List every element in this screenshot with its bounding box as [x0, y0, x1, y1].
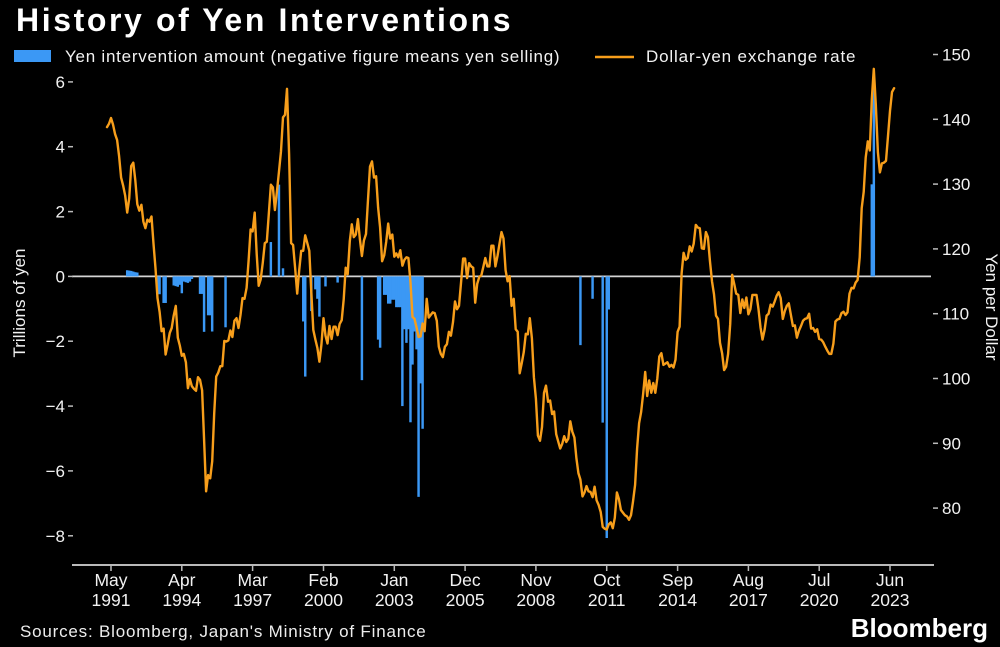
svg-text:120: 120 — [942, 240, 970, 259]
svg-text:2014: 2014 — [658, 590, 697, 610]
svg-text:1997: 1997 — [233, 590, 272, 610]
svg-text:−6: −6 — [46, 462, 65, 481]
svg-text:Bloomberg: Bloomberg — [851, 613, 988, 643]
svg-text:−8: −8 — [46, 527, 65, 546]
svg-text:2008: 2008 — [516, 590, 555, 610]
svg-text:2005: 2005 — [446, 590, 485, 610]
svg-text:Jan: Jan — [380, 570, 408, 590]
svg-text:Jun: Jun — [876, 570, 904, 590]
svg-text:Oct: Oct — [593, 570, 620, 590]
svg-text:2011: 2011 — [588, 590, 626, 610]
svg-text:4: 4 — [56, 138, 65, 157]
svg-text:1994: 1994 — [162, 590, 201, 610]
svg-text:150: 150 — [942, 46, 970, 65]
svg-text:Apr: Apr — [168, 570, 195, 590]
svg-text:Sep: Sep — [662, 570, 693, 590]
svg-text:Yen per Dollar: Yen per Dollar — [982, 253, 1000, 360]
svg-text:2: 2 — [56, 203, 65, 222]
svg-text:Trillions of yen: Trillions of yen — [10, 249, 29, 358]
svg-text:Dollar-yen exchange rate: Dollar-yen exchange rate — [646, 47, 856, 66]
svg-text:2003: 2003 — [375, 590, 414, 610]
svg-text:130: 130 — [942, 175, 970, 194]
svg-text:History of Yen Interventions: History of Yen Interventions — [16, 2, 513, 38]
svg-text:Jul: Jul — [808, 570, 830, 590]
svg-text:6: 6 — [56, 73, 65, 92]
svg-text:110: 110 — [942, 305, 969, 324]
svg-text:Feb: Feb — [308, 570, 338, 590]
svg-text:1991: 1991 — [92, 590, 131, 610]
svg-text:−2: −2 — [46, 332, 65, 351]
svg-text:Sources: Bloomberg, Japan's Mi: Sources: Bloomberg, Japan's Ministry of … — [20, 622, 427, 641]
svg-text:0: 0 — [56, 267, 65, 286]
svg-text:100: 100 — [942, 370, 970, 389]
svg-text:2020: 2020 — [800, 590, 839, 610]
svg-text:2023: 2023 — [871, 590, 910, 610]
svg-text:90: 90 — [942, 434, 961, 453]
svg-text:Aug: Aug — [733, 570, 764, 590]
svg-text:May: May — [94, 570, 127, 590]
svg-text:2017: 2017 — [729, 590, 768, 610]
svg-text:Yen intervention amount (negat: Yen intervention amount (negative figure… — [65, 47, 560, 66]
svg-text:2000: 2000 — [304, 590, 343, 610]
svg-text:−4: −4 — [46, 397, 65, 416]
svg-text:140: 140 — [942, 110, 970, 129]
svg-text:Mar: Mar — [238, 570, 268, 590]
svg-text:Dec: Dec — [450, 570, 481, 590]
svg-text:Nov: Nov — [520, 570, 551, 590]
svg-text:80: 80 — [942, 499, 961, 518]
